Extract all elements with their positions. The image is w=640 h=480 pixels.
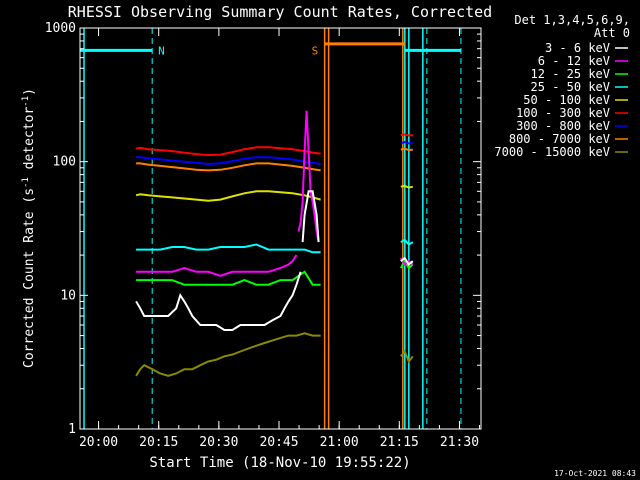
series-5-segment-1 (400, 133, 413, 137)
series-1-segment-0 (136, 254, 298, 277)
y-tick-label-1: 10 (60, 288, 76, 303)
series-4-segment-1 (400, 184, 414, 189)
legend-label-1: 6 - 12 keV (538, 54, 610, 68)
series-5-segment-0 (135, 146, 321, 157)
legend-header-line2: Att 0 (594, 26, 630, 40)
chart-title: RHESSI Observing Summary Count Rates, Co… (68, 3, 492, 21)
series-0-segment-0 (135, 271, 302, 331)
footer-timestamp: 17-Oct-2021 08:43 (554, 469, 636, 478)
x-tick-label-5: 21:15 (380, 435, 419, 450)
series-8-segment-1 (400, 349, 414, 364)
legend-label-5: 100 - 300 keV (516, 106, 610, 120)
series-8-segment-0 (135, 332, 321, 377)
series-2-segment-1 (399, 259, 414, 270)
marker-label-1: S (312, 44, 319, 57)
y-axis: 1 10 100 1000 (45, 21, 481, 437)
y-axis-label: Corrected Count Rate (s-1 detector-1) (21, 88, 37, 368)
legend-label-0: 3 - 6 keV (545, 41, 610, 55)
legend-label-2: 12 - 25 keV (531, 67, 610, 81)
y-axis-label-sup2: -1 (21, 96, 31, 107)
x-tick-label-1: 20:15 (139, 435, 178, 450)
y-tick-label-0: 1 (68, 422, 76, 437)
legend-label-7: 800 - 7000 keV (509, 132, 610, 146)
x-axis-label: Start Time (18-Nov-10 19:55:22) (149, 455, 410, 471)
legend-label-6: 300 - 800 keV (516, 119, 610, 133)
series-4-segment-0 (135, 190, 321, 202)
x-tick-label-3: 20:45 (259, 435, 298, 450)
plot-frame (79, 27, 482, 430)
x-tick-label-4: 21:00 (320, 435, 359, 450)
series-2-segment-0 (136, 270, 321, 286)
legend-label-4: 50 - 100 keV (523, 93, 610, 107)
legend-label-8: 7000 - 15000 keV (494, 145, 610, 159)
marker-label-0: N (158, 44, 165, 57)
series-3-segment-1 (400, 238, 414, 246)
y-axis-label-end: ) (22, 88, 37, 96)
y-tick-label-2: 100 (53, 155, 76, 170)
x-axis: 20:00 20:15 20:30 20:45 21:00 21:15 21:30 (79, 28, 481, 450)
series-0-segment-2 (400, 256, 414, 266)
x-tick-label-0: 20:00 (79, 435, 118, 450)
y-tick-label-3: 1000 (45, 21, 76, 36)
y-axis-label-sup1: -1 (21, 177, 31, 188)
y-axis-label-main: Corrected Count Rate (s (22, 188, 37, 368)
x-tick-label-2: 20:30 (199, 435, 238, 450)
series-6-segment-0 (136, 156, 321, 166)
series-0-segment-1 (301, 190, 320, 243)
series-6-segment-1 (400, 141, 413, 145)
series-7-segment-0 (136, 162, 321, 172)
legend-label-3: 25 - 50 keV (531, 80, 610, 94)
legend-header-line1: Det 1,3,4,5,6,9, (514, 13, 630, 27)
series-3-segment-0 (136, 243, 321, 254)
series-7-segment-1 (400, 147, 413, 152)
y-axis-label-mid: detector (22, 107, 37, 178)
x-tick-label-6: 21:30 (440, 435, 479, 450)
series-1-segment-1 (297, 110, 320, 243)
